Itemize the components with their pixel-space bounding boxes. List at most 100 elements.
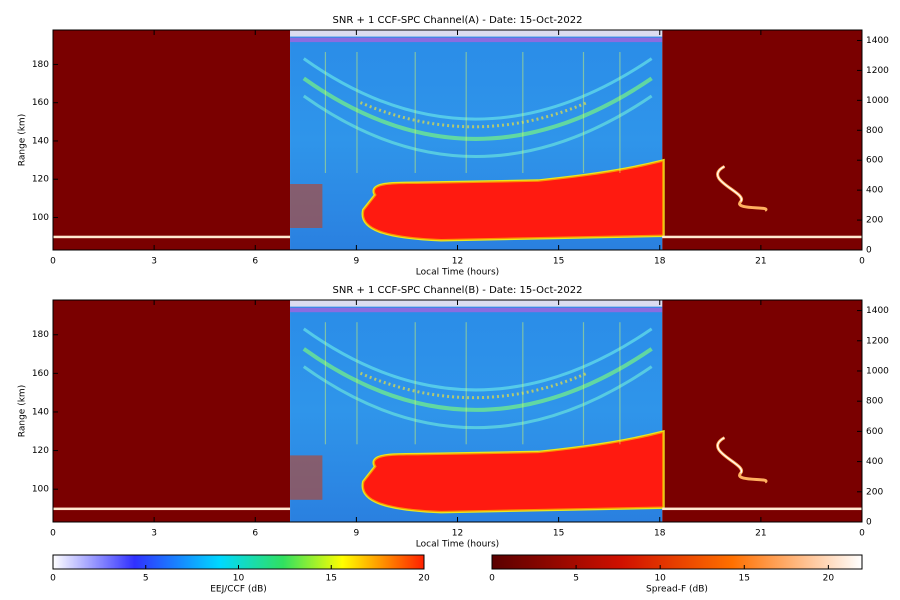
colorbar-tick-label: 0	[50, 574, 56, 584]
x-tick-label: 21	[755, 529, 766, 539]
colorbar-tick-label: 5	[573, 574, 579, 584]
arc	[302, 94, 653, 158]
y-tick-label: 140	[32, 136, 49, 146]
arc-core	[359, 371, 588, 400]
colorbar-tick-label: 10	[233, 574, 245, 584]
layer-left	[53, 507, 291, 511]
x-tick-label: 0	[859, 257, 865, 267]
streak	[356, 322, 358, 445]
streak	[414, 322, 416, 445]
top-edge	[290, 300, 663, 307]
streak	[324, 52, 327, 173]
y2-tick-label: 800	[866, 397, 883, 407]
spread-left	[290, 184, 323, 228]
y-axis-label: Range (km)	[18, 114, 28, 166]
streak	[356, 52, 358, 173]
streak	[619, 52, 621, 173]
arc	[302, 347, 653, 412]
x-tick-label: 9	[354, 257, 360, 267]
arc	[302, 365, 653, 430]
x-tick-label: 21	[755, 257, 766, 267]
layer-right	[662, 235, 862, 239]
y2-tick-label: 1200	[866, 336, 889, 346]
y-tick-label: 100	[32, 485, 49, 495]
y2-tick-label: 400	[866, 457, 883, 467]
y2-tick-label: 1000	[866, 96, 889, 106]
spread-left	[290, 455, 323, 500]
y2-tick-label: 400	[866, 186, 883, 196]
colorbar-tick-label: 5	[143, 574, 149, 584]
colorbar-label: EEJ/CCF (dB)	[210, 585, 267, 595]
y-tick-label: 180	[32, 60, 49, 70]
y2-tick-label: 200	[866, 487, 883, 497]
x-axis-label: Local Time (hours)	[416, 268, 499, 278]
streak	[414, 52, 416, 173]
x-tick-label: 0	[50, 257, 56, 267]
colorbar-tick-label: 15	[739, 574, 750, 584]
blob	[364, 433, 663, 511]
x-tick-label: 12	[452, 529, 463, 539]
arc-core	[359, 101, 588, 129]
top-edge	[290, 30, 663, 37]
y-axis-label: Range (km)	[18, 385, 28, 437]
streak	[582, 52, 585, 173]
x-tick-label: 0	[50, 529, 56, 539]
plume-core	[717, 165, 743, 203]
x-tick-label: 9	[354, 529, 360, 539]
y-tick-label: 140	[32, 407, 49, 417]
x-tick-label: 12	[452, 257, 463, 267]
arc	[302, 327, 653, 392]
heatmap	[53, 30, 862, 250]
colorbar-tick-label: 15	[326, 574, 337, 584]
background-right	[662, 300, 862, 522]
x-tick-label: 6	[252, 529, 258, 539]
y-tick-label: 100	[32, 213, 49, 223]
x-tick-label: 18	[654, 529, 666, 539]
x-axis-label: Local Time (hours)	[416, 540, 499, 550]
x-tick-label: 6	[252, 257, 258, 267]
x-tick-label: 3	[151, 529, 157, 539]
top-strip	[290, 307, 663, 313]
streak	[324, 322, 327, 445]
y2-tick-label: 0	[866, 246, 872, 256]
y2-tick-label: 600	[866, 156, 883, 166]
streak	[522, 322, 524, 445]
chart-title: SNR + 1 CCF-SPC Channel(B) - Date: 15-Oc…	[332, 285, 582, 296]
y2-tick-label: 1400	[866, 306, 889, 316]
plume-core	[717, 437, 743, 474]
y2-tick-label: 200	[866, 216, 883, 226]
layer-right	[662, 507, 862, 511]
streak	[465, 52, 467, 173]
streak	[522, 52, 524, 173]
streak	[619, 322, 621, 445]
x-tick-label: 0	[859, 529, 865, 539]
colorbar-label: Spread-F (dB)	[646, 585, 708, 595]
top-strip	[290, 37, 663, 43]
y-tick-label: 160	[32, 369, 49, 379]
arc	[302, 76, 653, 141]
background-left	[53, 30, 291, 250]
streak	[582, 322, 585, 445]
y-tick-label: 120	[32, 175, 49, 185]
chart-title: SNR + 1 CCF-SPC Channel(A) - Date: 15-Oc…	[333, 15, 583, 26]
y-tick-label: 120	[32, 446, 49, 456]
colorbar	[491, 554, 863, 570]
blob	[364, 162, 663, 239]
x-tick-label: 3	[151, 257, 157, 267]
y2-tick-label: 1200	[866, 66, 889, 76]
heatmap	[53, 300, 862, 522]
colorbar-tick-label: 20	[418, 574, 430, 584]
x-tick-label: 15	[553, 529, 564, 539]
background-right	[662, 30, 862, 250]
x-tick-label: 18	[654, 257, 666, 267]
colorbar-tick-label: 0	[489, 574, 495, 584]
layer-left	[53, 235, 291, 239]
colorbar-tick-label: 20	[823, 574, 835, 584]
y2-tick-label: 0	[866, 518, 872, 528]
y2-tick-label: 1000	[866, 366, 889, 376]
y2-tick-label: 800	[866, 126, 883, 136]
y-tick-label: 180	[32, 330, 49, 340]
y-tick-label: 160	[32, 98, 49, 108]
arc	[302, 57, 653, 121]
